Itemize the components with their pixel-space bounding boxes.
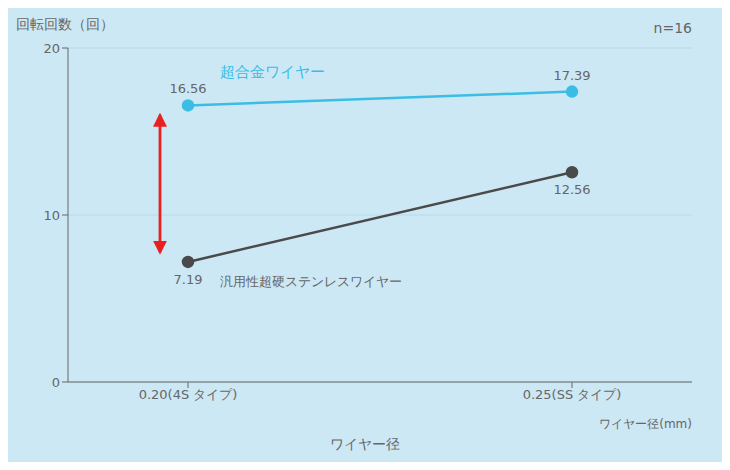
svg-text:12.56: 12.56	[553, 182, 590, 197]
svg-text:超合金ワイヤー: 超合金ワイヤー	[220, 63, 325, 81]
html-text:回転回数（回）: 回転回数（回）	[16, 16, 114, 32]
svg-text:汎用性超硬ステンレスワイヤー: 汎用性超硬ステンレスワイヤー	[220, 274, 402, 289]
svg-text:7.19: 7.19	[174, 272, 203, 287]
svg-text:0: 0	[52, 375, 60, 390]
svg-text:17.39: 17.39	[553, 68, 590, 83]
svg-text:16.56: 16.56	[169, 81, 206, 96]
html-text:n=16: n=16	[653, 20, 692, 36]
svg-text:20: 20	[43, 41, 60, 56]
svg-text:10: 10	[43, 208, 60, 223]
svg-text:0.20(4S タイプ): 0.20(4S タイプ)	[139, 387, 238, 402]
html-text:ワイヤー径: ワイヤー径	[330, 436, 400, 452]
html-text:ワイヤー径(mm): ワイヤー径(mm)	[599, 417, 692, 431]
svg-text:0.25(SS タイプ): 0.25(SS タイプ)	[523, 387, 622, 402]
